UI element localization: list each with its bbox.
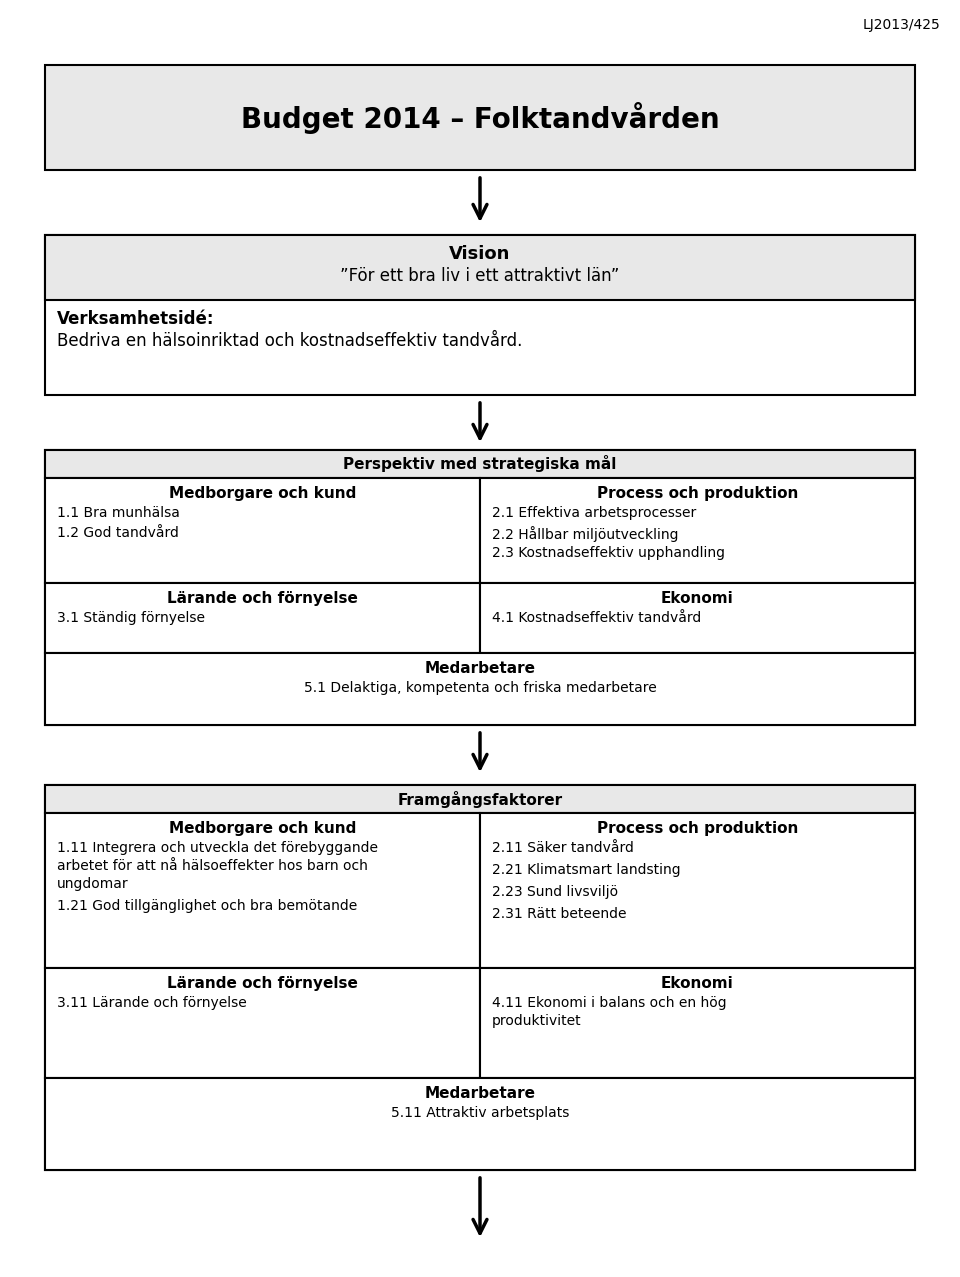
Text: 1.1 Bra munhälsa: 1.1 Bra munhälsa [57,506,180,520]
Text: 2.21 Klimatsmart landsting: 2.21 Klimatsmart landsting [492,863,681,877]
Text: ungdomar: ungdomar [57,877,129,891]
Text: 3.1 Ständig förnyelse: 3.1 Ständig förnyelse [57,610,205,624]
Text: 4.11 Ekonomi i balans och en hög: 4.11 Ekonomi i balans och en hög [492,996,727,1010]
Text: 2.3 Kostnadseffektiv upphandling: 2.3 Kostnadseffektiv upphandling [492,547,725,561]
Bar [45,813,480,968]
Bar [480,584,915,653]
Bar [45,235,915,300]
Bar [45,65,915,170]
Text: Lärande och förnyelse: Lärande och förnyelse [167,591,358,607]
Text: ”För ett bra liv i ett attraktivt län”: ”För ett bra liv i ett attraktivt län” [340,267,620,285]
Text: Ekonomi: Ekonomi [661,976,733,991]
Bar [45,450,915,478]
Text: Ekonomi: Ekonomi [661,591,733,607]
Text: Budget 2014 – Folktandvården: Budget 2014 – Folktandvården [241,101,719,134]
Text: 2.31 Rätt beteende: 2.31 Rätt beteende [492,907,627,921]
Bar [45,785,915,1170]
Text: 2.11 Säker tandvård: 2.11 Säker tandvård [492,842,634,856]
Bar [45,1078,915,1170]
Bar [45,785,915,813]
Text: 5.11 Attraktiv arbetsplats: 5.11 Attraktiv arbetsplats [391,1106,569,1120]
Text: 5.1 Delaktiga, kompetenta och friska medarbetare: 5.1 Delaktiga, kompetenta och friska med… [303,681,657,695]
Text: 2.2 Hållbar miljöutveckling: 2.2 Hållbar miljöutveckling [492,526,679,541]
Text: Lärande och förnyelse: Lärande och förnyelse [167,976,358,991]
Text: Medarbetare: Medarbetare [424,1085,536,1101]
Text: 1.11 Integrera och utveckla det förebyggande: 1.11 Integrera och utveckla det förebygg… [57,842,378,856]
Text: Verksamhetsidé:: Verksamhetsidé: [57,310,214,328]
Text: 2.23 Sund livsviljö: 2.23 Sund livsviljö [492,885,618,899]
Text: produktivitet: produktivitet [492,1014,582,1028]
Text: Process och produktion: Process och produktion [597,487,798,501]
Text: 4.1 Kostnadseffektiv tandvård: 4.1 Kostnadseffektiv tandvård [492,610,701,624]
Text: LJ2013/425: LJ2013/425 [862,18,940,32]
Text: Vision: Vision [449,245,511,263]
Text: Framgångsfaktorer: Framgångsfaktorer [397,790,563,807]
Text: Perspektiv med strategiska mål: Perspektiv med strategiska mål [344,456,616,472]
Text: Medborgare och kund: Medborgare och kund [169,821,356,836]
Bar [45,653,915,725]
Bar [45,450,915,725]
Text: 1.2 God tandvård: 1.2 God tandvård [57,526,179,540]
Text: Medborgare och kund: Medborgare och kund [169,487,356,501]
Bar [45,584,480,653]
Text: arbetet för att nå hälsoeffekter hos barn och: arbetet för att nå hälsoeffekter hos bar… [57,859,368,873]
Bar [45,235,915,395]
Bar [480,813,915,968]
Text: Process och produktion: Process och produktion [597,821,798,836]
Text: 2.1 Effektiva arbetsprocesser: 2.1 Effektiva arbetsprocesser [492,506,696,520]
Text: 1.21 God tillgänglighet och bra bemötande: 1.21 God tillgänglighet och bra bemötand… [57,899,357,913]
Bar [480,478,915,584]
Bar [480,968,915,1078]
Bar [45,478,480,584]
Text: 3.11 Lärande och förnyelse: 3.11 Lärande och förnyelse [57,996,247,1010]
Text: Medarbetare: Medarbetare [424,661,536,676]
Text: Bedriva en hälsoinriktad och kostnadseffektiv tandvård.: Bedriva en hälsoinriktad och kostnadseff… [57,332,522,350]
Bar [45,968,480,1078]
